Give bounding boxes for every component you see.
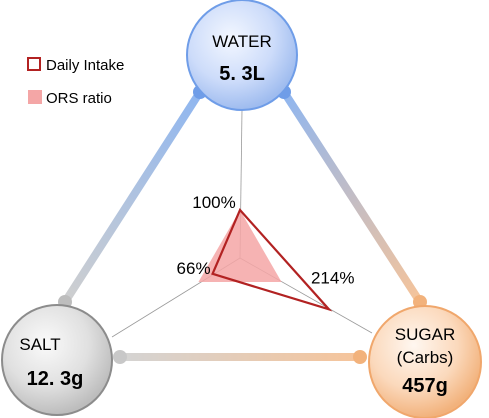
node-salt-name: SALT [19,335,60,354]
legend-swatch-ors-ratio [28,90,42,104]
node-sugar-subname: (Carbs) [397,348,454,367]
node-water-value: 5. 3L [219,63,265,85]
series-ors-ratio-area [198,210,282,282]
node-salt: SALT 12. 3g [1,304,113,416]
node-sugar-value: 457g [402,375,448,397]
edge-water-sugar [280,88,424,306]
data-label-sugar: 214% [311,268,354,287]
data-label-salt: 66% [177,259,211,278]
legend: Daily Intake ORS ratio [27,57,124,107]
legend-label-ors-ratio: ORS ratio [46,90,112,107]
data-label-water: 100% [192,193,235,212]
edge-dot [353,350,367,364]
legend-label-daily-intake: Daily Intake [46,57,124,74]
node-salt-value: 12. 3g [27,368,84,390]
node-sugar: SUGAR (Carbs) 457g [368,305,482,418]
node-water-name: WATER [212,32,272,51]
legend-swatch-daily-intake [27,57,41,71]
series-daily-intake-outline [211,207,333,312]
edge-dot [113,350,127,364]
node-sugar-name: SUGAR [395,325,455,344]
node-water: WATER 5. 3L [186,0,298,111]
edge-water-salt [61,88,204,306]
